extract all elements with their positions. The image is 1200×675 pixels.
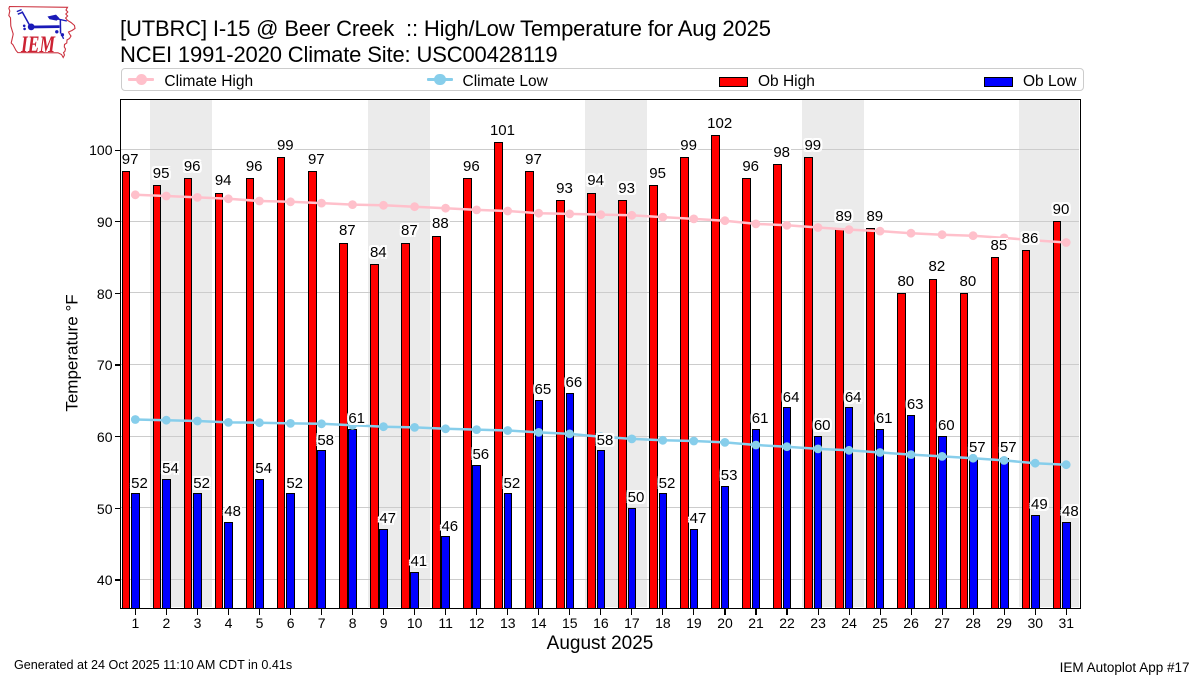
svg-text:IEM: IEM [20,32,56,57]
